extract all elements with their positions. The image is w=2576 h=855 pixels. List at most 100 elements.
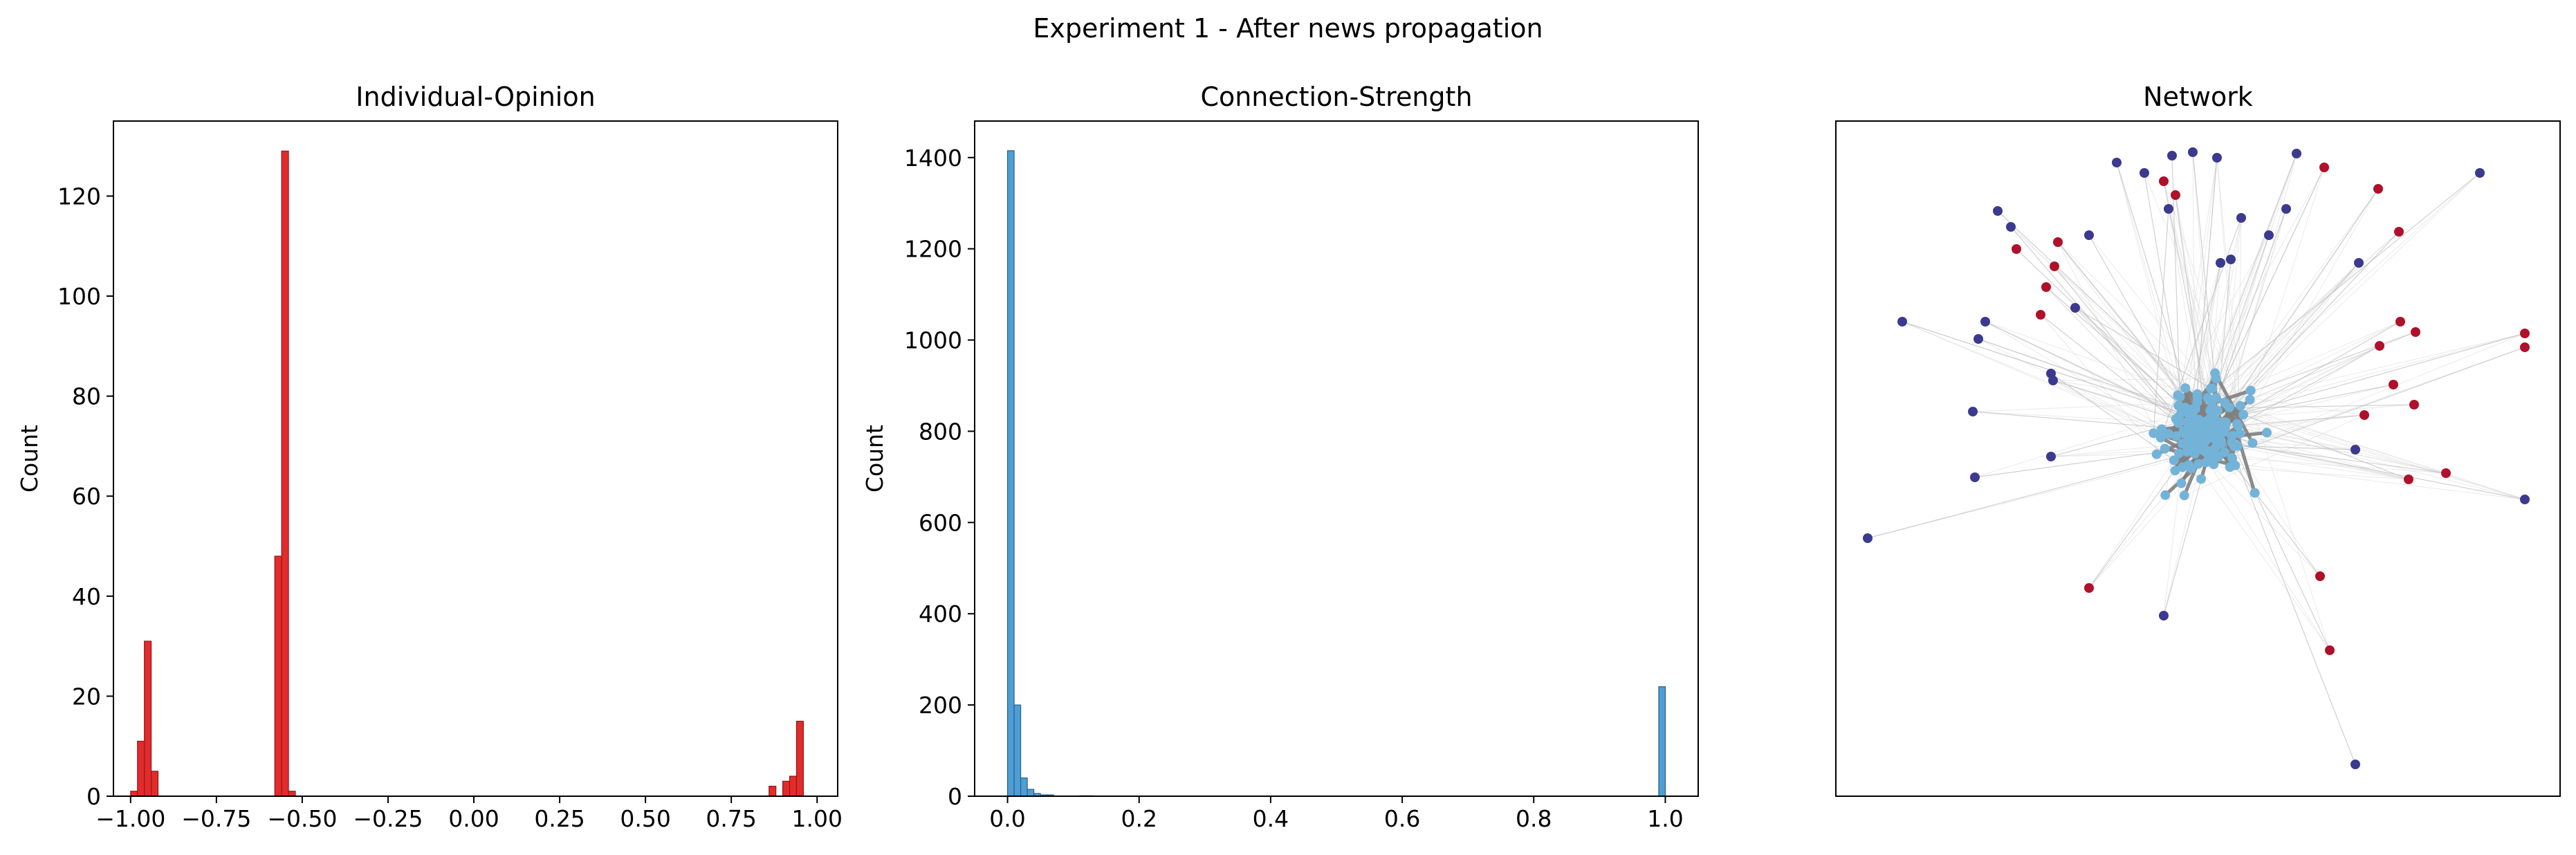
network-node-red bbox=[2084, 583, 2094, 593]
network-node-blue bbox=[2226, 255, 2236, 264]
network-edge-weak bbox=[2208, 430, 2409, 480]
panel-title: Individual-Opinion bbox=[356, 82, 595, 112]
network-node-cluster bbox=[2205, 420, 2215, 430]
x-tick-label: 0.8 bbox=[1516, 805, 1552, 832]
network-edge-weak bbox=[2216, 384, 2394, 428]
network-node-blue bbox=[2188, 147, 2198, 157]
histogram-bar-9 bbox=[789, 775, 798, 797]
network-edge-weak bbox=[1997, 210, 2211, 412]
network-node-cluster bbox=[2225, 462, 2235, 472]
network-node-blue bbox=[2048, 376, 2058, 385]
histogram-bar-3 bbox=[150, 771, 159, 797]
network-node-blue bbox=[1897, 317, 1907, 327]
network-node-cluster bbox=[2151, 449, 2162, 459]
network-node-cluster bbox=[2187, 433, 2198, 443]
network-edge-weak bbox=[1902, 321, 2162, 430]
plot-frame bbox=[113, 120, 838, 797]
network-edge-weak bbox=[2243, 414, 2409, 480]
histogram-bar-9 bbox=[1658, 686, 1666, 797]
network-node-cluster bbox=[2215, 417, 2225, 428]
network-node-red bbox=[2404, 475, 2413, 484]
plot-frame bbox=[974, 120, 1699, 797]
panel-title: Network bbox=[2143, 82, 2253, 112]
y-tick-label: 40 bbox=[72, 583, 101, 610]
histogram-bar-6 bbox=[288, 791, 296, 797]
network-node-red bbox=[2409, 400, 2419, 410]
network-node-red bbox=[2159, 176, 2169, 186]
y-tick-label: 1200 bbox=[904, 236, 962, 263]
network-graph: Network bbox=[1835, 82, 2561, 797]
network-edge-weak bbox=[2178, 262, 2221, 406]
network-node-blue bbox=[2006, 222, 2016, 232]
network-node-blue bbox=[2354, 258, 2364, 268]
network-edge-weak bbox=[2229, 407, 2526, 500]
y-tick-label: 400 bbox=[919, 600, 962, 627]
network-node-cluster bbox=[2227, 453, 2237, 463]
network-edge-weak bbox=[1974, 412, 2182, 478]
network-edge-weak bbox=[2252, 333, 2526, 443]
x-tick-label: 0.75 bbox=[706, 805, 756, 832]
network-edge-weak bbox=[2179, 157, 2218, 397]
network-node-red bbox=[2359, 410, 2369, 420]
network-edge-weak bbox=[2231, 441, 2330, 651]
network-node-blue bbox=[2070, 303, 2080, 313]
y-axis-label: Count bbox=[16, 425, 43, 493]
network-node-cluster bbox=[2205, 383, 2216, 394]
x-tick-label: 0.50 bbox=[620, 805, 670, 832]
x-tick-label: 1.00 bbox=[791, 805, 842, 832]
network-edge-weak bbox=[2211, 231, 2400, 430]
x-tick-label: 0.2 bbox=[1121, 805, 1157, 832]
network-edge-weak bbox=[2160, 217, 2242, 438]
network-node-red bbox=[2036, 310, 2045, 320]
y-tick-label: 0 bbox=[86, 783, 101, 810]
network-node-cluster bbox=[2160, 443, 2170, 454]
y-tick-label: 60 bbox=[72, 483, 101, 510]
network-edge-weak bbox=[2237, 445, 2356, 450]
histogram-bar-4 bbox=[274, 555, 282, 797]
network-node-blue bbox=[2159, 611, 2169, 620]
network-node-cluster bbox=[2220, 397, 2230, 407]
histogram-bar-2 bbox=[1020, 778, 1028, 797]
network-edge-weak bbox=[2207, 231, 2400, 398]
network-node-cluster bbox=[2196, 474, 2207, 484]
network-node-cluster bbox=[2247, 438, 2258, 448]
network-node-red bbox=[2041, 282, 2051, 292]
network-node-blue bbox=[1863, 533, 1873, 543]
network-node-red bbox=[2053, 237, 2063, 247]
histogram-bar-0 bbox=[130, 791, 138, 797]
x-tick-label: 0.25 bbox=[534, 805, 585, 832]
network-node-blue bbox=[2350, 445, 2360, 454]
network-node-cluster bbox=[2176, 407, 2187, 418]
x-tick-label: −0.50 bbox=[267, 805, 337, 832]
network-node-blue bbox=[2164, 204, 2173, 214]
network-edge-weak bbox=[1867, 450, 2209, 539]
network-edge-weak bbox=[1985, 321, 2198, 398]
histogram-bar-0 bbox=[1006, 150, 1015, 797]
network-node-blue bbox=[2264, 230, 2274, 240]
network-node-blue bbox=[2292, 149, 2301, 158]
network-edge-weak bbox=[2088, 235, 2211, 389]
network-node-cluster bbox=[2149, 428, 2159, 439]
network-edge-weak bbox=[2187, 262, 2221, 412]
x-tick-label: 0.0 bbox=[989, 805, 1025, 832]
network-node-cluster bbox=[2160, 490, 2171, 500]
x-tick-label: 0.6 bbox=[1384, 805, 1420, 832]
histogram-bar-2 bbox=[144, 641, 152, 797]
network-node-cluster bbox=[2233, 421, 2243, 431]
network-node-red bbox=[2375, 341, 2384, 351]
network-node-red bbox=[2389, 380, 2398, 389]
network-edge-weak bbox=[2205, 440, 2447, 474]
network-node-red bbox=[2050, 261, 2059, 271]
network-node-red bbox=[2012, 244, 2021, 254]
network-node-cluster bbox=[2235, 428, 2245, 439]
network-node-cluster bbox=[2245, 385, 2256, 396]
network-edge-weak bbox=[2192, 415, 2526, 500]
network-node-cluster bbox=[2204, 445, 2214, 456]
x-tick-label: −1.00 bbox=[95, 805, 165, 832]
network-edge-weak bbox=[2216, 172, 2481, 411]
y-tick-label: 1000 bbox=[904, 327, 962, 354]
y-tick-label: 0 bbox=[948, 783, 962, 810]
network-edge-weak bbox=[2232, 457, 2447, 474]
network-edge-weak bbox=[2184, 414, 2365, 496]
